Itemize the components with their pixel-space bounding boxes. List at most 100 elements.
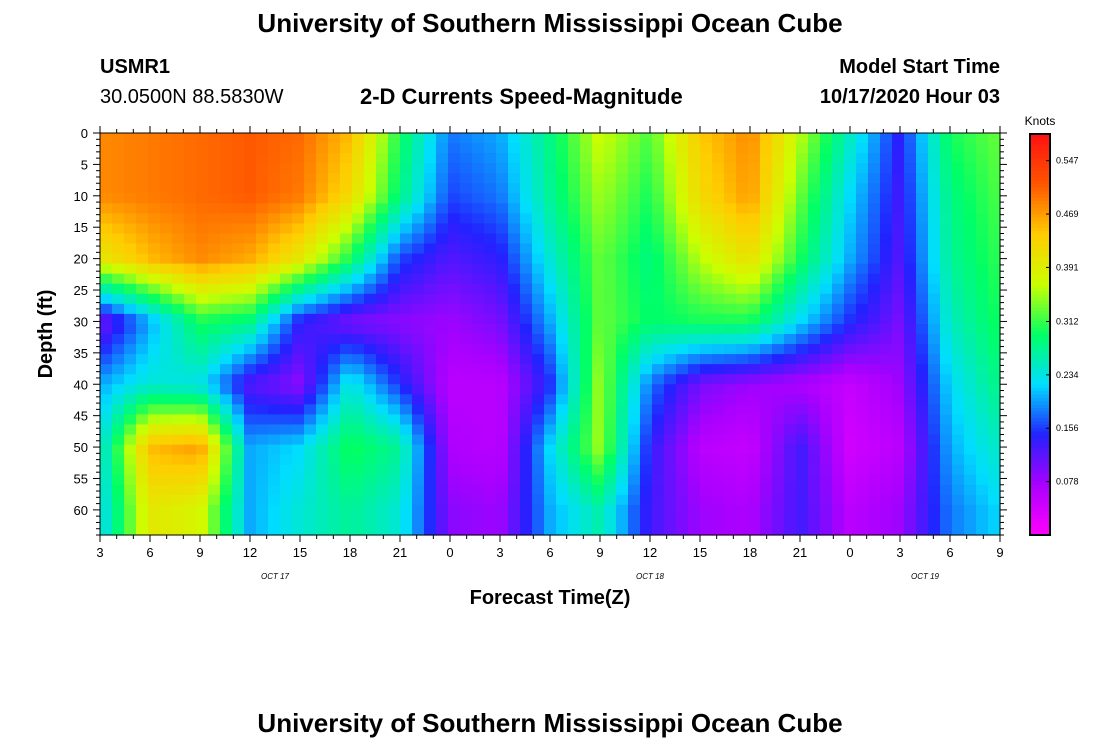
heatmap-cell [988,364,1001,375]
heatmap-cell [784,243,797,255]
heatmap-cell [244,434,257,446]
heatmap-cell [676,504,689,516]
heatmap-cell [904,273,917,285]
heatmap-cell [196,504,209,516]
heatmap-cell [568,193,581,204]
heatmap-cell [652,464,665,476]
heatmap-cell [484,183,497,194]
heatmap-cell [508,334,521,345]
heatmap-cell [280,494,293,506]
heatmap-cell [112,193,125,204]
heatmap-cell [544,293,557,305]
heatmap-cell [952,414,965,426]
heatmap-cell [952,434,965,446]
heatmap-cell [676,474,689,486]
heatmap-cell [436,163,449,174]
heatmap-cell [976,524,989,536]
heatmap-cell [892,454,905,466]
heatmap-cell [568,364,581,375]
heatmap-cell [868,404,881,415]
heatmap-cell [388,273,401,285]
heatmap-cell [616,494,629,506]
heatmap-cell [124,253,137,265]
heatmap-cell [676,354,689,365]
heatmap-cell [904,354,917,365]
heatmap-cell [184,374,197,385]
heatmap-cell [220,153,233,164]
heatmap-cell [952,444,965,456]
heatmap-cell [748,273,761,285]
heatmap-cell [916,283,929,295]
heatmap-cell [688,303,701,315]
heatmap-cell [400,334,413,345]
heatmap-cell [808,524,821,536]
heatmap-cell [736,484,749,496]
heatmap-cell [160,444,173,456]
heatmap-cell [124,494,137,506]
heatmap-cell [976,263,989,275]
heatmap-cell [328,253,341,265]
heatmap-cell [400,514,413,526]
heatmap-cell [724,514,737,526]
heatmap-cell [220,474,233,486]
heatmap-cell [808,434,821,446]
heatmap-cell [472,524,485,536]
heatmap-cell [232,243,245,255]
heatmap-cell [244,303,257,315]
heatmap-cell [352,394,365,405]
heatmap-cell [796,293,809,305]
heatmap-cell [148,323,161,335]
heatmap-cell [796,414,809,426]
heatmap-cell [472,364,485,375]
heatmap-cell [856,354,869,365]
heatmap-cell [196,364,209,375]
heatmap-cell [640,213,653,225]
heatmap-cell [508,233,521,245]
heatmap-cell [460,504,473,516]
colorbar-segment [1030,257,1050,262]
heatmap-cell [412,494,425,506]
heatmap-cell [244,354,257,365]
heatmap-cell [808,143,821,154]
heatmap-cell [412,163,425,174]
heatmap-cell [268,504,281,516]
heatmap-cell [640,414,653,426]
heatmap-cell [712,384,725,395]
heatmap-cell [904,313,917,325]
heatmap-cell [412,283,425,295]
heatmap-cell [868,183,881,194]
heatmap-cell [832,253,845,265]
heatmap-cell [256,313,269,325]
heatmap-cell [988,334,1001,345]
heatmap-cell [328,243,341,255]
heatmap-cell [148,173,161,184]
heatmap-cell [580,454,593,466]
heatmap-cell [268,384,281,395]
heatmap-cell [628,323,641,335]
colorbar-segment [1030,187,1050,192]
heatmap-cell [328,414,341,426]
heatmap-cell [532,524,545,536]
heatmap-cell [928,163,941,174]
heatmap-cell [508,173,521,184]
heatmap-cell [616,273,629,285]
heatmap-cell [376,293,389,305]
heatmap-cell [808,464,821,476]
heatmap-cell [544,474,557,486]
heatmap-cell [136,183,149,194]
heatmap-cell [976,233,989,245]
heatmap-cell [100,203,113,214]
heatmap-cell [580,354,593,365]
heatmap-cell [604,143,617,154]
heatmap-cell [604,464,617,476]
heatmap-cell [148,404,161,415]
heatmap-cell [772,344,785,355]
heatmap-cell [388,364,401,375]
heatmap-cell [700,263,713,275]
heatmap-cell [316,344,329,355]
colorbar-segment [1030,474,1050,479]
heatmap-cell [352,444,365,456]
heatmap-cell [484,313,497,325]
heatmap-cell [772,233,785,245]
heatmap-cell [292,183,305,194]
